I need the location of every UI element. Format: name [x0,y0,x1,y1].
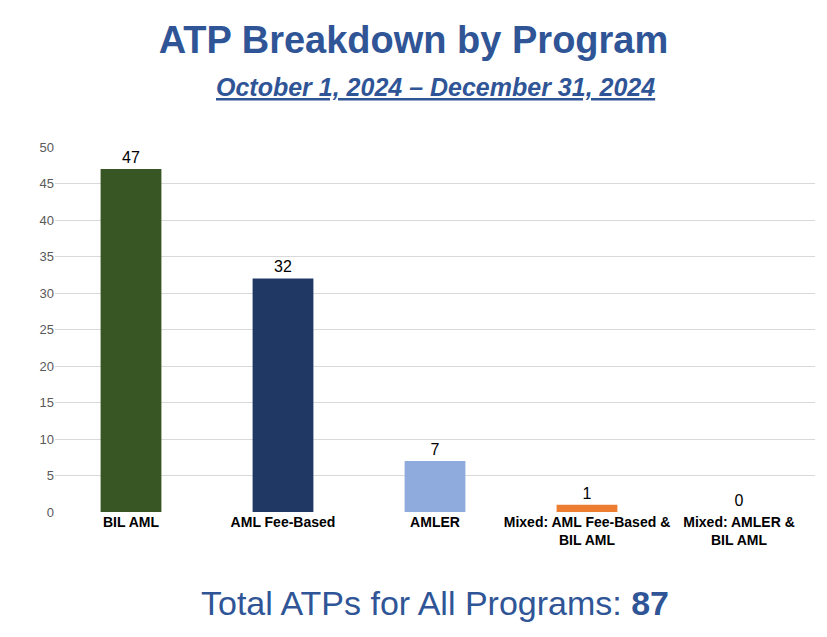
svg-text:15: 15 [40,395,54,410]
svg-text:25: 25 [40,322,54,337]
svg-text:0: 0 [47,505,54,520]
svg-text:50: 50 [40,140,54,155]
svg-text:Mixed: AML Fee-Based &BIL AML: Mixed: AML Fee-Based &BIL AML [504,514,670,548]
svg-text:40: 40 [40,213,54,228]
svg-text:45: 45 [40,176,54,191]
svg-text:10: 10 [40,432,54,447]
svg-text:ATP Breakdown by Program: ATP Breakdown by Program [159,19,669,61]
svg-text:AMLER: AMLER [410,514,460,530]
svg-text:35: 35 [40,249,54,264]
svg-text:October 1, 2024 – December 31,: October 1, 2024 – December 31, 2024 [216,73,655,101]
svg-text:1: 1 [583,485,592,502]
svg-text:47: 47 [122,149,140,166]
svg-text:0: 0 [735,492,744,509]
svg-text:7: 7 [431,441,440,458]
svg-text:5: 5 [47,468,54,483]
svg-text:Mixed: AMLER &BIL AML: Mixed: AMLER &BIL AML [683,514,794,548]
svg-text:30: 30 [40,286,54,301]
svg-text:AML Fee-Based: AML Fee-Based [231,514,336,530]
svg-text:BIL AML: BIL AML [103,514,159,530]
svg-text:32: 32 [274,258,292,275]
svg-text:Total ATPs for All Programs: 8: Total ATPs for All Programs: 87 [201,584,669,622]
svg-text:20: 20 [40,359,54,374]
